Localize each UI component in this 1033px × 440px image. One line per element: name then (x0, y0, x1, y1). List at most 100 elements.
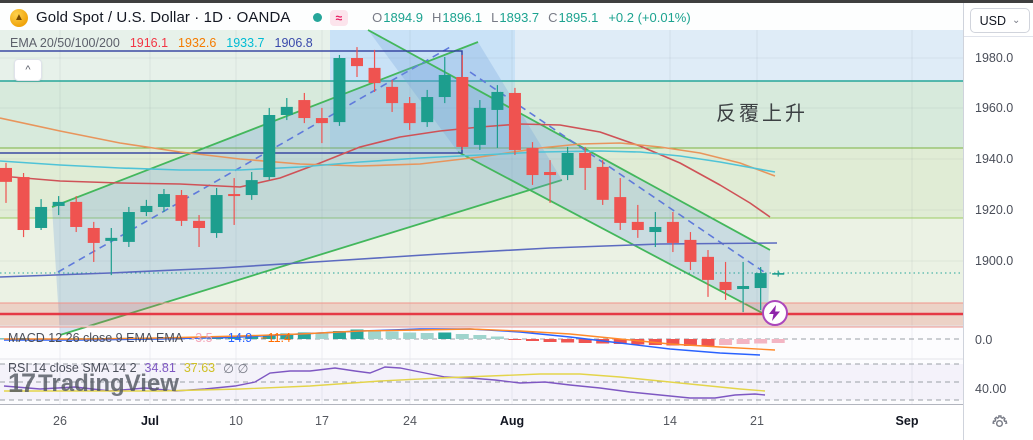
collapse-legend-button[interactable]: ^ (14, 59, 42, 81)
ohlc-item: C1895.1 (548, 10, 599, 25)
candle-body (508, 92, 521, 150)
candle-body (754, 273, 767, 289)
candle-body (614, 197, 627, 223)
macd-histogram-bar (403, 332, 417, 339)
ohlc-item: H1896.1 (432, 10, 483, 25)
gold-symbol-icon: ▲ (10, 8, 28, 27)
channel-line[interactable] (59, 179, 563, 336)
symbol-title[interactable]: Gold Spot / U.S. Dollar · 1D · OANDA (36, 9, 291, 26)
ema-indicator-legend[interactable]: EMA 20/50/100/200 1916.1 1932.6 1933.7 1906… (10, 36, 313, 50)
indicator-value: 1916.1 (129, 36, 169, 50)
candle-body (315, 118, 328, 124)
ema-label: EMA 20/50/100/200 (10, 36, 120, 50)
candle-body (526, 147, 539, 176)
gear-icon[interactable] (991, 415, 1008, 432)
macd-signal-line (4, 328, 776, 351)
macd-histogram-bar (719, 339, 733, 345)
macd-histogram-bar (455, 334, 469, 339)
time-axis-label: Sep (895, 414, 919, 428)
ema50-curve[interactable] (0, 117, 776, 177)
macd-histogram-bar (771, 339, 785, 343)
candle-body (0, 167, 12, 182)
candle-body (35, 206, 48, 228)
candle-body (491, 91, 504, 110)
candle-body (280, 106, 293, 115)
window-top-edge (0, 0, 1033, 3)
trend-channel-fill[interactable] (52, 42, 562, 335)
candle-body (649, 226, 662, 233)
candles-group[interactable] (0, 47, 785, 313)
macd-histogram-bar (315, 333, 329, 339)
macd-histogram-bar (578, 339, 592, 343)
candle-body (105, 237, 118, 241)
candle-body (702, 256, 714, 280)
time-axis[interactable]: 26 Jul 10 17 24 Aug 14 21 Sep (0, 404, 963, 440)
rsi-sma-line (4, 373, 766, 392)
time-axis-label: 24 (403, 414, 417, 428)
macd-histogram-bar (280, 333, 294, 339)
candle-body (245, 180, 258, 196)
macd-histogram-bar (438, 332, 452, 339)
macd-histogram-bar (332, 331, 346, 339)
price-axis-label: 1940.0 (975, 152, 1014, 166)
candle-body (719, 281, 732, 291)
macd-histogram-bar (368, 330, 382, 339)
candlestick-chart-canvas[interactable] (0, 0, 963, 440)
candle-body (140, 205, 153, 213)
candle-body (17, 177, 30, 231)
ema100-curve[interactable] (0, 150, 776, 173)
candle-body (263, 114, 276, 178)
ema200-curve[interactable] (0, 242, 778, 278)
time-axis-label: 26 (53, 414, 67, 428)
currency-dropdown[interactable]: USD ⌄ (970, 8, 1030, 33)
candle-body (157, 194, 170, 207)
chart-legend-bar: ▲ Gold Spot / U.S. Dollar · 1D · OANDA ≈… (0, 3, 1033, 32)
candle-body (561, 152, 574, 176)
macd-histogram-bar (526, 339, 539, 341)
candle-body (193, 220, 206, 228)
macd-histogram-bar (420, 333, 434, 339)
price-axis[interactable]: USD ⌄ 1895.1 20:26:14 1878.7 1980.01960.… (963, 3, 1033, 440)
candle-body (473, 107, 486, 145)
candle-body (351, 58, 363, 67)
macd-histogram-bar (350, 329, 364, 339)
price-axis-label: 1920.0 (975, 203, 1014, 217)
candle-body (438, 74, 451, 98)
lightning-bolt-icon (769, 305, 780, 321)
ohlc-item: L1893.7 (491, 10, 540, 25)
time-axis-label: Jul (140, 414, 160, 428)
candle-body (87, 227, 100, 243)
price-axis-label: 0.0 (975, 333, 993, 347)
candle-body (52, 201, 65, 206)
candle-body (544, 171, 557, 176)
macd-histogram-bar (701, 339, 715, 346)
chart-annotation-text[interactable]: 反覆上升 (716, 103, 808, 125)
candle-body (596, 166, 609, 200)
macd-histogram-bar (297, 332, 311, 339)
ema20-curve[interactable] (0, 123, 771, 218)
candle-body (368, 67, 381, 84)
candle-body (684, 239, 697, 262)
macd-histogram-bar (561, 339, 575, 343)
currency-label: USD (979, 13, 1006, 28)
candle-body (737, 285, 750, 290)
candle-body (333, 58, 346, 123)
macd-histogram-bar (262, 335, 276, 339)
time-axis-label: 21 (750, 414, 764, 428)
ohlc-item: O1894.9 (372, 10, 423, 25)
macd-histogram-bar (613, 339, 627, 344)
candle-body (70, 201, 83, 227)
chevron-down-icon: ⌄ (1012, 15, 1021, 26)
macd-histogram-bar (666, 339, 680, 346)
price-axis-label: 1900.0 (975, 254, 1014, 268)
channel-line[interactable] (457, 151, 769, 317)
time-axis-label: Aug (499, 414, 525, 428)
candle-body (210, 195, 223, 234)
candle-body (122, 212, 135, 242)
time-axis-label: 17 (315, 414, 329, 428)
candle-body (456, 76, 469, 147)
flash-event-icon[interactable] (762, 300, 788, 326)
candle-body (421, 97, 434, 123)
indicator-value: 1933.7 (226, 36, 265, 50)
approx-price-badge: ≈ (329, 9, 349, 26)
